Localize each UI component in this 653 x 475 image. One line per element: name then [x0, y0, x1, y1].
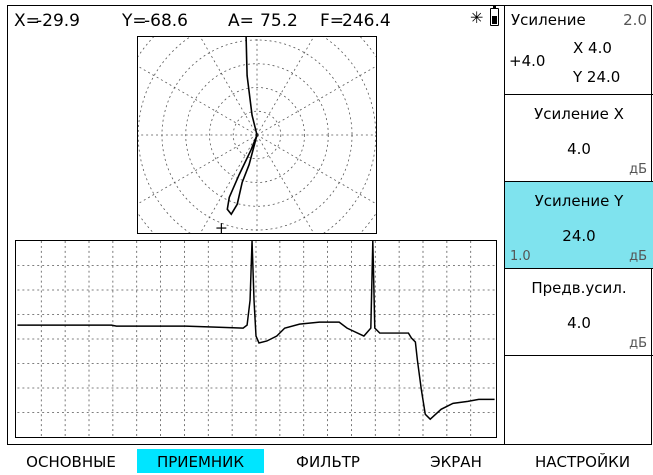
polar-ring-0 — [232, 110, 282, 160]
polar-spoke-2 — [256, 134, 315, 233]
a-label: A= — [228, 11, 254, 31]
x-value: -29.9 — [36, 11, 80, 31]
gain-x-unit: дБ — [629, 162, 647, 177]
polar-plot[interactable] — [137, 36, 377, 234]
gain-total: +4.0 — [509, 52, 546, 70]
tab-osnovnye[interactable]: ОСНОВНЫЕ — [26, 453, 116, 471]
a-value: 75.2 — [260, 11, 298, 31]
y-label: Y= — [122, 11, 147, 31]
tab-filtr[interactable]: ФИЛЬТР — [296, 453, 360, 471]
polar-spoke-4 — [199, 134, 258, 233]
gain-y-unit: дБ — [629, 249, 647, 264]
gain-y-min: 1.0 — [510, 249, 531, 264]
gain-y-title: Усиление Y — [534, 192, 624, 210]
y-value: -68.6 — [144, 11, 188, 31]
polar-spoke-5 — [138, 134, 258, 205]
asterisk-icon: ✳ — [470, 8, 484, 27]
gain-step: 2.0 — [623, 11, 647, 29]
sweep-grid — [17, 241, 495, 437]
preamp-box[interactable]: Предв.усил. 4.0 дБ — [505, 269, 653, 356]
menu-tabs: ОСНОВНЫЕ ПРИЕМНИК ФИЛЬТР ЭКРАН НАСТРОЙКИ — [0, 449, 653, 473]
polar-spoke-7 — [138, 65, 258, 136]
gain-y: Y 24.0 — [573, 68, 621, 86]
x-label: X= — [14, 11, 40, 31]
polar-ring-1 — [209, 87, 305, 183]
gain-y-box[interactable]: Усиление Y 24.0 1.0 дБ — [505, 182, 653, 269]
polar-spoke-1 — [256, 134, 376, 205]
gain-x-value: 4.0 — [567, 140, 591, 158]
gain-y-value: 24.0 — [562, 227, 596, 245]
battery-icon — [490, 6, 499, 26]
polar-signal-curve — [226, 37, 258, 216]
preamp-title: Предв.усил. — [531, 279, 627, 297]
gain-box[interactable]: Усиление 2.0 +4.0 X 4.0 Y 24.0 — [505, 5, 653, 95]
gain-label: Усиление — [511, 11, 586, 29]
polar-grid — [138, 37, 376, 233]
tab-ekran[interactable]: ЭКРАН — [430, 453, 482, 471]
polar-spoke-8 — [199, 37, 258, 136]
polar-ring-2 — [185, 63, 329, 207]
cursor-marker — [216, 223, 227, 233]
gain-x-title: Усиление X — [534, 105, 624, 123]
f-label: F= — [320, 11, 345, 31]
tab-priemnik[interactable]: ПРИЕМНИК — [137, 449, 264, 473]
polar-spoke-11 — [256, 65, 376, 136]
readout-bar: X= -29.9 Y= -68.6 A= 75.2 F= 246.4 — [14, 7, 504, 35]
parameter-panel: Усиление 2.0 +4.0 X 4.0 Y 24.0 Усиление … — [504, 5, 653, 445]
f-value: 246.4 — [342, 11, 391, 31]
polar-spoke-10 — [256, 37, 315, 136]
sweep-plot[interactable] — [15, 240, 497, 438]
gain-x: X 4.0 — [573, 39, 612, 57]
empty-slot — [505, 356, 653, 445]
preamp-value: 4.0 — [567, 314, 591, 332]
tab-nastroiki[interactable]: НАСТРОЙКИ — [534, 453, 631, 471]
sweep-signal-curve — [17, 241, 495, 421]
gain-x-box[interactable]: Усиление X 4.0 дБ — [505, 95, 653, 182]
preamp-unit: дБ — [629, 336, 647, 351]
